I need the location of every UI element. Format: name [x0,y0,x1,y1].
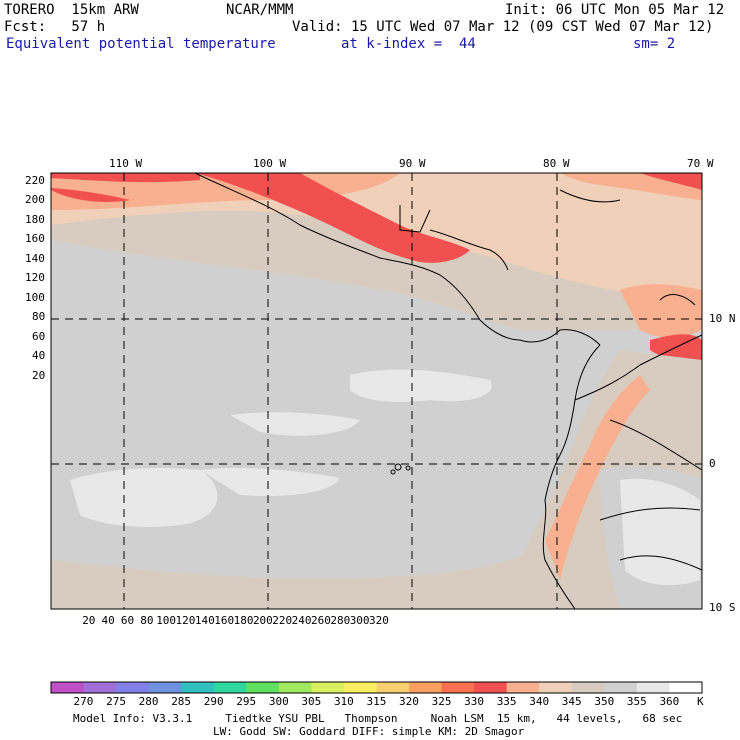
colorbar-swatch [376,682,410,693]
colorbar-swatch [83,682,117,693]
lon-label: 110 W [109,157,143,170]
level-label: at k-index = 44 [341,36,476,52]
lat-label: 10 N [709,312,736,325]
colorbar-swatch [343,682,377,693]
colorbar-swatch [148,682,182,693]
colorbar-level: 360 [659,695,680,708]
colorbar-swatch [571,682,605,693]
colorbar-swatch [604,682,638,693]
y-tick-label: 20 [32,368,46,382]
lat-label: 0 [709,457,716,470]
x-tick-label: 280 [330,614,351,627]
colorbar-level: 305 [301,695,322,708]
smoothing-label: sm= 2 [633,36,676,52]
x-tick-label: 80 [140,614,154,627]
field-name: Equivalent potential temperature [6,36,276,52]
colorbar-level: 300 [268,695,289,708]
colorbar-level: 310 [333,695,354,708]
colorbar-swatch [116,682,150,693]
y-tick-label: 120 [25,271,45,285]
colorbar-level: 315 [366,695,387,708]
x-tick-label: 100 [156,614,177,627]
lat-label: 10 S [709,601,736,614]
colorbar-level: 335 [496,695,517,708]
colorbar-level: 320 [399,695,419,708]
colorbar-frame [50,681,703,694]
colorbar-level: 325 [431,695,452,708]
colorbar-unit: K [697,695,704,708]
y-tick-label: 140 [25,251,45,265]
colorbar-swatch [441,682,475,693]
field-shading [51,173,702,609]
colorbar-level: 340 [529,695,550,708]
lon-label: 90 W [399,157,426,170]
colorbar-swatch [246,682,280,693]
colorbar-swatch [474,682,508,693]
lon-label: 80 W [543,157,570,170]
lon-label: 100 W [253,157,287,170]
physics-info: LW: Godd SW: Goddard DIFF: simple KM: 2D… [213,725,525,738]
y-tick-label: 80 [32,310,46,324]
x-tick-label: 320 [369,614,389,627]
colorbar-level: 270 [73,695,94,708]
forecast-hour: Fcst: 57 h [4,19,106,35]
colorbar-swatch [51,682,85,693]
x-tick-label: 20 [82,614,96,627]
init-time: Init: 06 UTC Mon 05 Mar 12 [505,2,725,18]
x-tick-label: 260 [311,614,331,627]
y-tick-label: 40 [32,349,46,363]
colorbar-level: 290 [203,695,224,708]
colorbar-level: 285 [171,695,192,708]
colorbar-level: 275 [106,695,126,708]
x-tick-label: 120 [175,614,196,627]
colorbar-level: 350 [594,695,615,708]
model-info: Model Info: V3.3.1 Tiedtke YSU PBL Thomp… [73,712,683,725]
coastlines [194,172,703,610]
colorbar-level: 280 [138,695,159,708]
x-tick-label: 220 [272,614,293,627]
plot-frame [50,172,703,610]
y-tick-label: 160 [25,232,45,246]
colorbar-swatch [539,682,573,693]
lon-label: 70 W [687,157,714,170]
y-tick-label: 180 [25,212,45,226]
x-tick-label: 240 [291,614,312,627]
colorbar-level: 345 [561,695,582,708]
colorbar-swatch [669,682,703,693]
x-tick-label: 200 [252,614,273,627]
y-tick-label: 100 [25,290,45,304]
colorbar-level: 295 [236,695,257,708]
colorbar-swatch [506,682,540,693]
x-tick-label: 180 [233,614,254,627]
x-tick-label: 300 [349,614,370,627]
colorbar-swatch [409,682,443,693]
colorbar-level: 355 [626,695,647,708]
x-tick-label: 60 [120,614,135,627]
colorbar-swatch [311,682,345,693]
colorbar-level: 330 [464,695,485,708]
colorbar-swatch [181,682,215,693]
y-tick-label: 200 [25,193,45,207]
org-label: NCAR/MMM [226,2,294,18]
y-tick-label: 220 [25,174,45,187]
x-tick-label: 40 [101,614,115,627]
colorbar-swatch [278,682,312,693]
valid-time: Valid: 15 UTC Wed 07 Mar 12 (09 CST Wed … [292,19,714,35]
colorbar [50,681,703,694]
colorbar-swatch [636,682,670,693]
latlon-grid [51,173,702,609]
x-tick-label: 140 [194,614,215,627]
colorbar-swatch [213,682,247,693]
y-tick-label: 60 [32,329,46,343]
model-title: TORERO 15km ARW [4,2,139,18]
x-tick-label: 160 [214,614,235,627]
